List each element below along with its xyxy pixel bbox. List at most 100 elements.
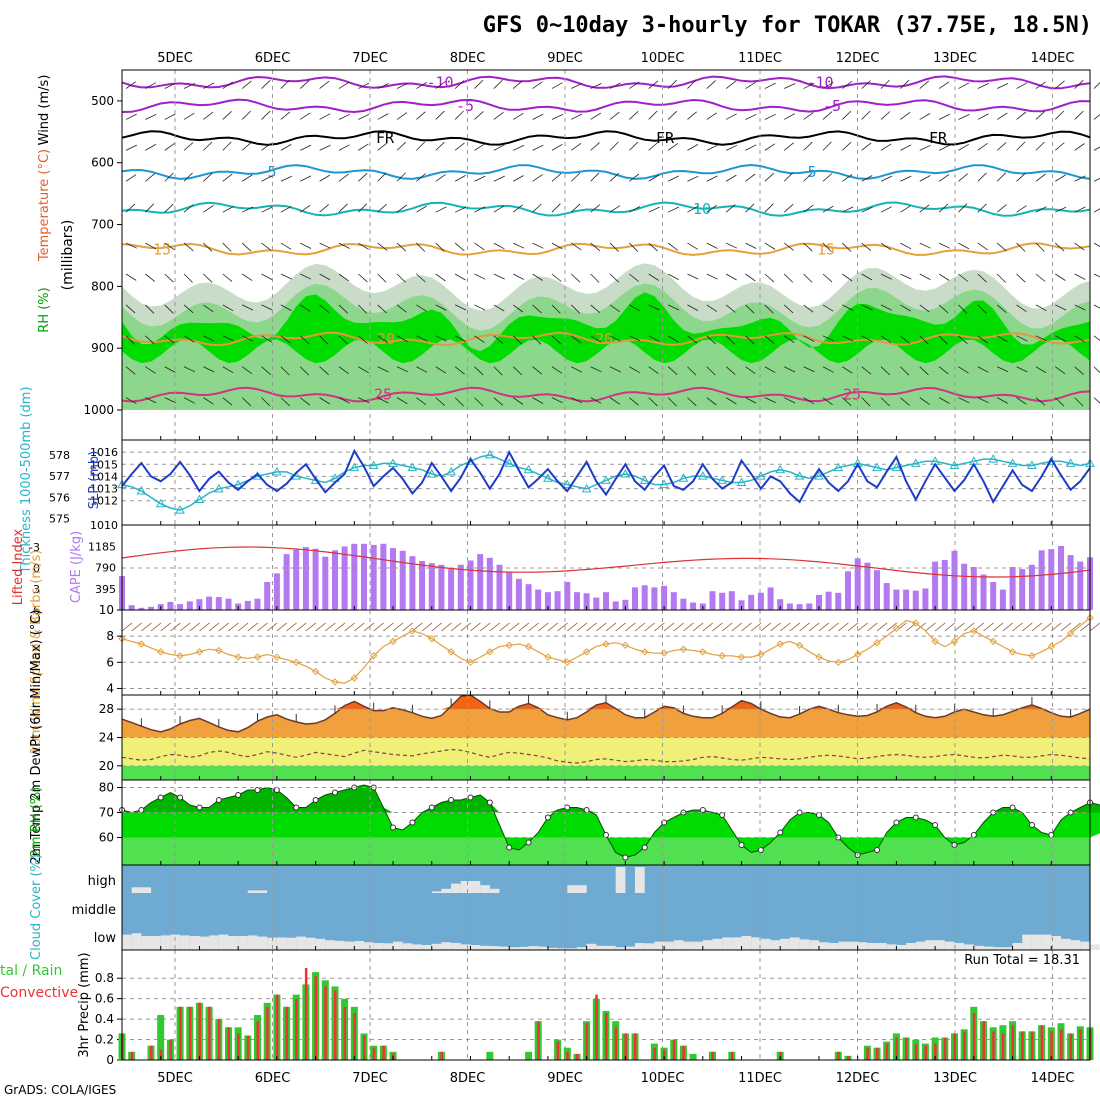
wind-barb [938, 113, 951, 120]
wind-barb [609, 141, 619, 151]
cloud-low-bar [906, 943, 916, 950]
precip-convective-bar [576, 1053, 579, 1060]
pressure-tick-label: 700 [91, 218, 114, 232]
wind-barb [261, 142, 272, 151]
chart-title: GFS 0~10day 3-hourly for TOKAR (37.75E, … [483, 13, 1092, 38]
thickness-point [581, 483, 592, 493]
precip-convective-bar [246, 1035, 250, 1060]
wind-barb [454, 304, 467, 311]
wind-barb [493, 304, 505, 312]
wind-barb [605, 622, 617, 632]
cloud-level-label: middle [72, 903, 116, 918]
wind-barb [276, 622, 288, 632]
wind-barb [551, 273, 562, 282]
wind-barb [508, 622, 520, 632]
wind-speed-point [912, 619, 920, 627]
precip-convective-bar [566, 1051, 569, 1060]
precip-convective-bar [924, 1045, 927, 1060]
cloud-low-bar [364, 942, 374, 950]
wind-barb [435, 304, 447, 311]
wind-barb [1016, 111, 1027, 120]
wind-barb [571, 335, 582, 344]
wind-barb [683, 622, 694, 632]
wind-barb [996, 273, 1006, 283]
wind-speed-point [408, 627, 417, 635]
wind-speed-point [853, 650, 862, 659]
wind-barb [512, 366, 523, 376]
wind-barb [977, 83, 989, 89]
wind-barb [900, 79, 910, 89]
wind-barb [1035, 111, 1045, 120]
wind-barb [764, 143, 776, 151]
cape-bar [1009, 567, 1016, 610]
precip-convective-bar [847, 1055, 850, 1060]
wind-barb [280, 397, 290, 407]
cloud-low-bar [151, 936, 161, 950]
cape-bar [641, 585, 648, 610]
wind-barb [416, 111, 426, 120]
wind-barb [183, 83, 196, 89]
wind-barb [1016, 82, 1028, 89]
wind-barb [295, 622, 307, 632]
rh2m-point [1009, 804, 1016, 811]
wind-barb [725, 113, 737, 120]
thickness-point [1027, 460, 1037, 469]
cloud-low-bar [964, 944, 974, 950]
cape-bar [399, 550, 406, 610]
wind-barb [145, 242, 157, 250]
wind-barb [783, 142, 794, 151]
wind-barb [692, 622, 704, 632]
wind-barb [702, 622, 714, 632]
wind-barb [222, 206, 234, 213]
date-labels: 5DEC 5DEC 6DEC 6DEC 7DEC 7DEC 8DEC 8DEC 9DEC 9DEC… [157, 51, 1074, 1086]
rh-tick-label: 80 [99, 781, 114, 795]
wind-barb [779, 622, 791, 632]
wind-tick-label: 10 [99, 603, 114, 617]
wind-barb [609, 273, 619, 283]
date-label-bottom: 6DEC [255, 1071, 291, 1086]
wind-barb [822, 205, 834, 213]
cloud-cover-panel: high middle low Cloud Cover (%) [29, 854, 1100, 960]
wind-barb [1093, 304, 1100, 309]
wind-barb [784, 366, 796, 373]
precip-convective-bar [1060, 1029, 1063, 1060]
wind-barb [706, 335, 716, 345]
wind-tick-label: 4 [106, 681, 114, 695]
wind-barb [305, 622, 317, 632]
wind-barb [499, 622, 510, 632]
wind-barb [770, 622, 781, 632]
wind-barb [590, 273, 600, 283]
ylabel-temp2m: 2m Temp 2m DewPt (6hr Min/Max) (°C) [29, 610, 44, 865]
cloud-high-bar [480, 885, 490, 893]
wind-barb [208, 622, 220, 632]
precip-convective-bar [1001, 1033, 1005, 1060]
wind-barb [396, 366, 409, 373]
wind-barb [590, 242, 601, 252]
cape-bar [486, 557, 493, 610]
isotherm-label: 5 [267, 163, 276, 181]
rh2m-panel: 60 70 80 2m RH (%) [29, 779, 1100, 866]
wind-barb [377, 203, 387, 213]
wind-barb [1016, 335, 1028, 342]
precip-convective-bar [363, 1035, 366, 1060]
wind-speed-point [795, 641, 804, 650]
cloud-low-bar [441, 942, 452, 950]
wind-barb [944, 622, 956, 632]
date-label-bottom: 7DEC [352, 1071, 388, 1086]
precip-convective-bar [905, 1037, 908, 1060]
wind-barb [416, 82, 427, 89]
wind-barb [857, 622, 868, 632]
wind-barb [629, 173, 640, 182]
wind-barb [687, 79, 697, 89]
cape-bar [670, 592, 677, 610]
wind-barb [861, 142, 872, 151]
wind-barb [996, 204, 1007, 213]
precip-convective-bar [556, 1041, 560, 1060]
cape-bar [341, 546, 348, 610]
rh2m-point [815, 812, 822, 818]
wind-barb [164, 172, 174, 182]
cloud-high-bar [441, 888, 452, 893]
wind-barb [838, 622, 849, 632]
slp-line [121, 448, 1091, 505]
wind-barb [958, 366, 969, 374]
